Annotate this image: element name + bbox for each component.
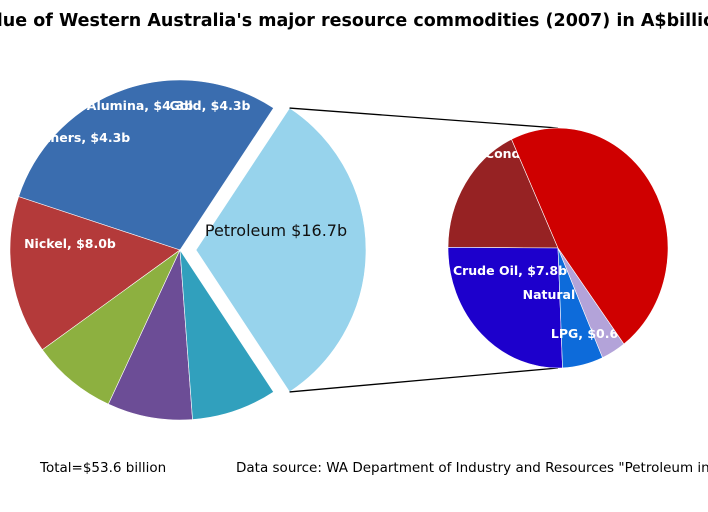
slice-label-petroleum: Petroleum $16.7b (205, 221, 347, 240)
slice-label-gold: Gold, $4.3b (170, 98, 251, 113)
slice-label-crude-oil: Crude Oil, $7.8b (453, 263, 567, 278)
slice-label-lpg: LPG, $0.6b (551, 326, 627, 341)
connector-line-top (289, 107, 559, 129)
pie-slice-condensate (447, 138, 559, 249)
pie-slice-nickel (9, 196, 181, 351)
pie-slice-gold (179, 248, 274, 420)
pie-slice-petroleum (195, 107, 367, 393)
slice-label-others: Others, $4.3b (34, 130, 131, 145)
slice-label-alumina: Alumina, $4.3b (87, 98, 193, 113)
total-note: Total=$53.6 billion (39, 460, 166, 476)
pie-slice-iron-ore (18, 79, 274, 251)
data-source-note: Data source: WA Department of Industry a… (236, 460, 708, 476)
slice-label-nickel: Nickel, $8.0b (24, 236, 116, 251)
main-pie: Petroleum $16.7bIron-Ore,$15.5bNickel, $… (9, 79, 367, 421)
connector-line-bottom (289, 367, 559, 393)
pie-slice-lng (447, 247, 563, 369)
pie-slice-crude-oil (511, 127, 669, 345)
chart-title: Value of Western Australia's major resou… (0, 11, 708, 31)
connector-lines (289, 107, 559, 393)
